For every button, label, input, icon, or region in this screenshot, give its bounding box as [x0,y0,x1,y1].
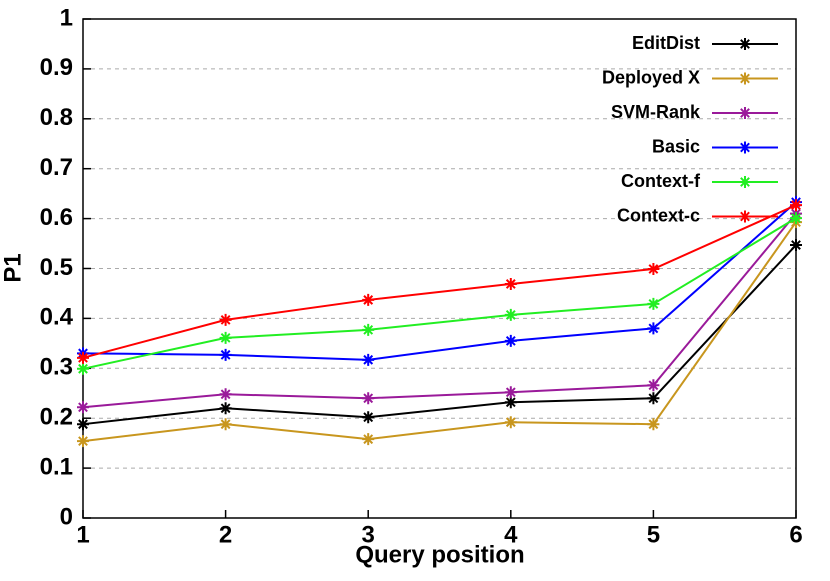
point-marker [504,416,517,429]
point-marker [362,411,375,424]
y-tick-label: 0.7 [40,154,73,181]
legend-label: Context-f [621,171,701,191]
point-marker [77,435,89,448]
plot-frame [82,18,797,519]
legend-label: Deployed X [602,67,700,87]
series-line [82,201,797,361]
point-marker [504,308,517,321]
legend-marker [739,210,751,223]
point-marker [647,262,660,275]
x-tick-label: 5 [647,521,660,548]
x-tick-label: 4 [504,521,518,548]
point-marker [362,433,375,446]
point-marker [77,351,89,364]
point-marker [647,322,660,335]
y-tick-label: 0.4 [40,304,74,331]
point-marker [790,199,802,212]
point-marker [219,402,232,415]
point-marker [219,418,232,431]
point-marker [647,379,660,392]
legend-marker [739,38,751,50]
point-marker [77,418,89,431]
x-axis-label: Query position [355,541,524,568]
legend-marker [739,107,751,119]
series-line [82,221,797,443]
y-tick-label: 0.2 [40,404,73,431]
point-marker [219,388,232,401]
point-marker [362,353,375,366]
legend-label: EditDist [632,33,700,53]
x-tick-label: 3 [362,521,375,548]
point-marker [504,386,517,399]
point-marker [362,323,375,336]
point-marker [77,401,89,414]
series-line [82,212,797,409]
point-marker [77,362,89,375]
legend-label: Context-c [617,205,700,225]
x-tick-label: 6 [789,521,802,548]
legend-marker [739,176,751,188]
series-line [82,217,797,370]
point-marker [504,396,517,409]
x-tick-label: 2 [219,521,232,548]
point-marker [219,331,232,344]
point-marker [647,297,660,310]
point-marker [219,313,232,326]
point-marker [362,392,375,405]
series-line [82,204,797,359]
point-marker [790,239,802,252]
legend-label: Basic [652,136,700,156]
point-marker [219,348,232,361]
x-tick-label: 1 [76,521,89,548]
point-marker [647,392,660,405]
legend-marker [739,72,751,85]
y-axis-label: P1 [0,253,26,282]
y-tick-label: 0.6 [40,204,73,231]
y-tick-label: 1 [60,4,73,31]
point-marker [647,418,660,431]
legend-marker [739,141,751,154]
point-marker [362,293,375,306]
point-marker [790,212,802,225]
y-tick-label: 0.1 [40,453,73,480]
y-tick-label: 0.3 [40,354,73,381]
y-tick-label: 0 [60,503,73,530]
y-tick-label: 0.9 [40,54,73,81]
y-tick-label: 0.5 [40,254,73,281]
series-line [82,244,797,426]
point-marker [504,334,517,347]
point-marker [504,277,517,290]
y-tick-label: 0.8 [40,104,73,131]
legend-label: SVM-Rank [611,102,701,122]
